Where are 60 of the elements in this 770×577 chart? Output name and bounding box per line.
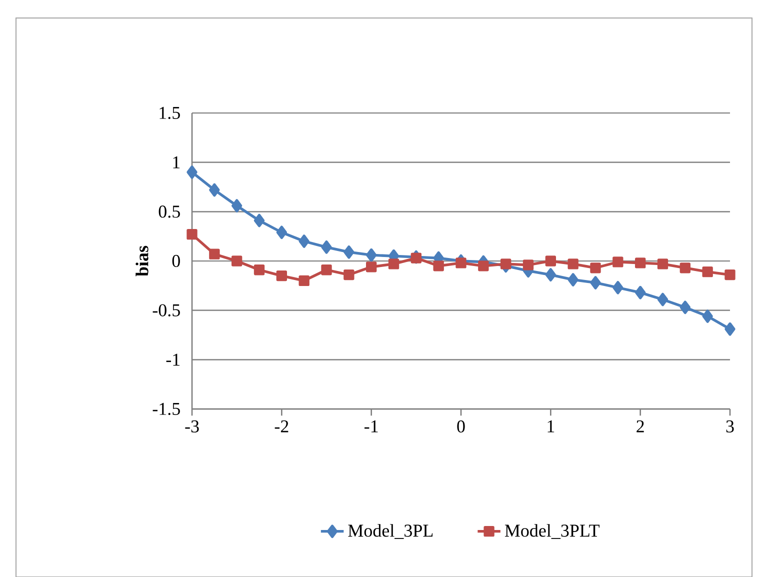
- point: [232, 199, 242, 212]
- point: [321, 240, 332, 254]
- x-tick-label: 3: [726, 420, 734, 432]
- legend-label: Model_3PL: [348, 524, 433, 539]
- x-tick-label: -2: [274, 420, 288, 432]
- point: [433, 260, 444, 272]
- point: [456, 258, 466, 268]
- legend-label: Model_3PLT: [504, 524, 600, 539]
- y-axis-title: bias: [136, 246, 148, 276]
- point: [321, 264, 332, 276]
- point: [657, 292, 668, 306]
- x-tick-label: 0: [457, 420, 465, 433]
- point: [478, 260, 489, 272]
- x-tick-label: -1: [364, 420, 378, 432]
- point: [410, 252, 422, 264]
- point: [568, 258, 578, 270]
- point: [612, 280, 624, 294]
- point: [209, 183, 220, 197]
- y-tick-label: 1.5: [160, 106, 180, 120]
- point: [209, 248, 220, 260]
- point: [344, 245, 354, 259]
- point: [702, 266, 713, 278]
- point: [276, 226, 288, 240]
- point: [388, 258, 400, 270]
- point: [702, 310, 713, 323]
- point: [724, 269, 736, 280]
- point: [545, 268, 556, 282]
- point: [590, 276, 601, 290]
- point: [254, 214, 265, 228]
- y-tick-label: -1: [166, 354, 180, 366]
- point: [254, 264, 265, 276]
- point: [657, 258, 668, 270]
- point: [612, 256, 624, 268]
- point: [724, 322, 736, 336]
- point: [276, 270, 288, 282]
- point: [186, 166, 198, 179]
- point: [232, 256, 242, 266]
- point: [680, 300, 690, 314]
- point: [545, 256, 556, 266]
- y-tick-label: -1.5: [152, 402, 180, 416]
- y-tick-label: -0.5: [152, 304, 180, 316]
- y-tick-label: 0: [172, 254, 180, 268]
- point: [590, 262, 601, 274]
- x-tick-label: 2: [636, 420, 644, 432]
- y-tick-label: 0.5: [158, 206, 180, 218]
- point: [634, 258, 646, 268]
- point: [366, 262, 377, 272]
- x-tick-label: -3: [185, 420, 199, 432]
- point: [522, 260, 534, 270]
- y-tick-label: 1: [173, 156, 180, 168]
- point: [366, 248, 377, 262]
- point: [568, 273, 578, 286]
- point: [344, 269, 354, 280]
- point: [500, 258, 512, 270]
- x-tick-label: 1: [548, 420, 554, 432]
- point: [634, 286, 646, 300]
- point: [298, 234, 310, 248]
- point: [186, 229, 198, 240]
- point: [680, 262, 690, 274]
- point: [298, 275, 310, 286]
